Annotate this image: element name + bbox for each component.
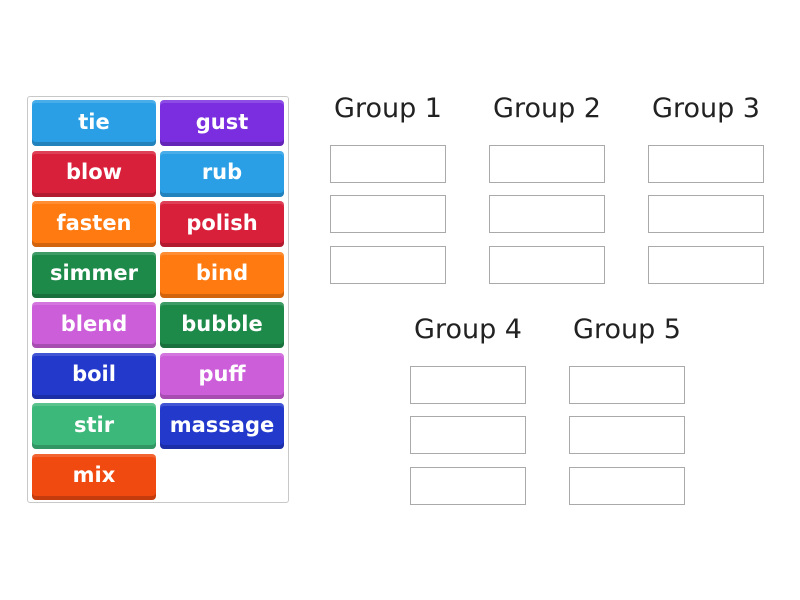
- group-1-drop-slot[interactable]: [330, 145, 446, 183]
- word-tile-bind[interactable]: bind: [160, 251, 284, 298]
- group-4-drop-slot[interactable]: [410, 416, 526, 454]
- group-1-drop-slot[interactable]: [330, 195, 446, 233]
- group-5-drop-slot[interactable]: [569, 467, 685, 505]
- word-palette: tie gust blow rub fasten polish simmer bind blen…: [27, 96, 289, 503]
- group-3-drop-slot[interactable]: [648, 246, 764, 284]
- word-tile-tie[interactable]: tie: [32, 100, 156, 146]
- word-tile-simmer[interactable]: simmer: [32, 251, 156, 298]
- group-5-drop-slot[interactable]: [569, 366, 685, 404]
- word-tile-gust[interactable]: gust: [160, 100, 284, 146]
- word-tile-fasten[interactable]: fasten: [32, 201, 156, 247]
- group-4-drop-slot[interactable]: [410, 366, 526, 404]
- word-tile-blend[interactable]: blend: [32, 302, 156, 348]
- group-2-drop-slot[interactable]: [489, 195, 605, 233]
- group-2-title: Group 2: [493, 93, 601, 124]
- group-1-drop-slot[interactable]: [330, 246, 446, 284]
- group-4-title: Group 4: [414, 314, 522, 345]
- word-tile-puff[interactable]: puff: [160, 352, 284, 399]
- word-tile-polish[interactable]: polish: [160, 201, 284, 247]
- group-2-drop-slot[interactable]: [489, 145, 605, 183]
- word-tile-blow[interactable]: blow: [32, 150, 156, 197]
- group-5-title: Group 5: [573, 314, 681, 345]
- group-3-drop-slot[interactable]: [648, 195, 764, 233]
- group-5-drop-slot[interactable]: [569, 416, 685, 454]
- word-tile-boil[interactable]: boil: [32, 352, 156, 399]
- word-tile-bubble[interactable]: bubble: [160, 302, 284, 348]
- group-3-drop-slot[interactable]: [648, 145, 764, 183]
- group-4-drop-slot[interactable]: [410, 467, 526, 505]
- group-3-title: Group 3: [652, 93, 760, 124]
- group-1-title: Group 1: [334, 93, 442, 124]
- word-tile-stir[interactable]: stir: [32, 403, 156, 449]
- word-tile-massage[interactable]: massage: [160, 403, 284, 449]
- word-tile-rub[interactable]: rub: [160, 150, 284, 197]
- word-tile-mix[interactable]: mix: [32, 453, 156, 500]
- group-2-drop-slot[interactable]: [489, 246, 605, 284]
